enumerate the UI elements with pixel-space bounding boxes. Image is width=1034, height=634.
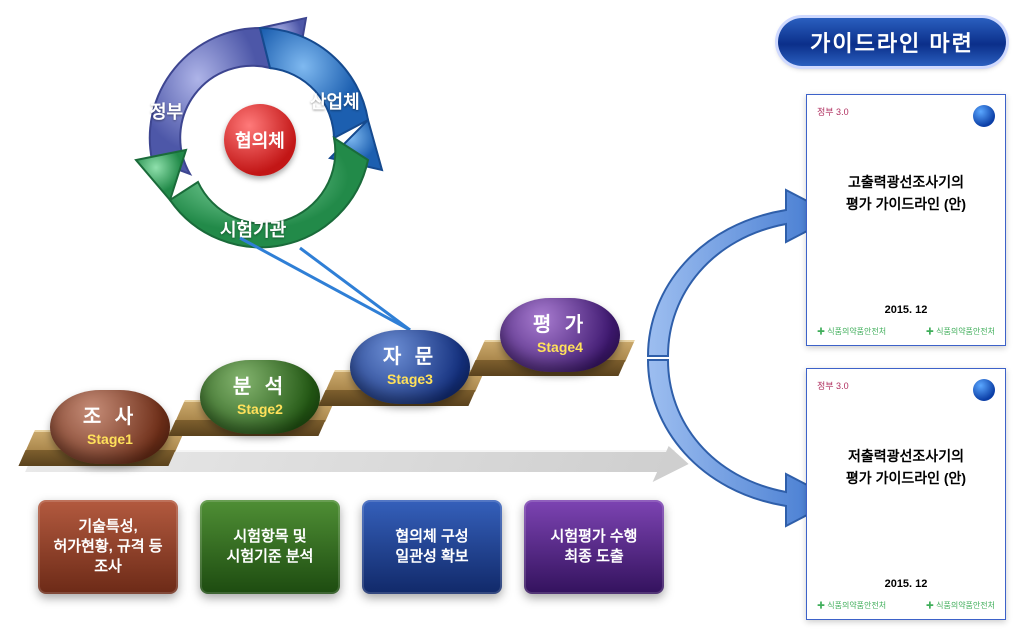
- cycle-label-industry: 산업체: [310, 88, 360, 114]
- doc-title-line2: 평가 가이드라인 (안): [817, 193, 995, 215]
- cycle-label-gov: 정부: [150, 98, 183, 124]
- output-doc-2: 정부 3.0 저출력광선조사기의 평가 가이드라인 (안) 2015. 12 식…: [806, 368, 1006, 620]
- doc-title-line1: 고출력광선조사기의: [817, 171, 995, 193]
- cycle-center-label: 협의체: [235, 127, 285, 153]
- stage-subtitle: Stage4: [500, 339, 620, 355]
- stage-title: 분 석: [200, 370, 320, 399]
- stage-subtitle: Stage2: [200, 401, 320, 417]
- desc-box-3: 협의체 구성 일관성 확보: [362, 500, 502, 594]
- doc-header-row: 정부 3.0: [817, 379, 995, 407]
- doc-header-row: 정부 3.0: [817, 105, 995, 133]
- stage-badge-2: 분 석 Stage2: [200, 360, 320, 434]
- doc-title-line2: 평가 가이드라인 (안): [817, 467, 995, 489]
- stage-subtitle: Stage3: [350, 371, 470, 387]
- doc-footer-left: 식품의약품안전처: [817, 326, 886, 337]
- doc-footer-left: 식품의약품안전처: [817, 600, 886, 611]
- doc-footer: 식품의약품안전처 식품의약품안전처: [817, 600, 995, 611]
- stage-badge-1: 조 사 Stage1: [50, 390, 170, 464]
- doc-title-line1: 저출력광선조사기의: [817, 445, 995, 467]
- doc-footer-right: 식품의약품안전처: [926, 326, 995, 337]
- cycle-center: 협의체: [224, 104, 296, 176]
- doc-ball-icon: [973, 379, 995, 401]
- desc-box-2: 시험항목 및 시험기준 분석: [200, 500, 340, 594]
- stage-title: 자 문: [350, 340, 470, 369]
- stage-title: 조 사: [50, 400, 170, 429]
- staircase: 조 사 Stage1 분 석 Stage2 자 문 Stage3 평 가 Stage4: [30, 290, 680, 490]
- description-row: 기술특성, 허가현황, 규격 등 조사시험항목 및 시험기준 분석협의체 구성 …: [38, 500, 664, 594]
- stage-badge-3: 자 문 Stage3: [350, 330, 470, 404]
- doc-small-logo: 정부 3.0: [817, 105, 849, 118]
- cycle-diagram: 정부 산업체 시험기관 협의체: [120, 10, 400, 270]
- header-pill: 가이드라인 마련: [778, 18, 1006, 66]
- desc-box-1: 기술특성, 허가현황, 규격 등 조사: [38, 500, 178, 594]
- doc-small-logo: 정부 3.0: [817, 379, 849, 392]
- doc-footer: 식품의약품안전처 식품의약품안전처: [817, 326, 995, 337]
- header-label: 가이드라인 마련: [810, 26, 974, 58]
- doc-footer-right: 식품의약품안전처: [926, 600, 995, 611]
- doc-title: 저출력광선조사기의 평가 가이드라인 (안): [817, 445, 995, 490]
- doc-ball-icon: [973, 105, 995, 127]
- doc-title: 고출력광선조사기의 평가 가이드라인 (안): [817, 171, 995, 216]
- doc-date: 2015. 12: [817, 578, 995, 590]
- stage-subtitle: Stage1: [50, 431, 170, 447]
- stage-badge-4: 평 가 Stage4: [500, 298, 620, 372]
- doc-date: 2015. 12: [817, 304, 995, 316]
- output-doc-1: 정부 3.0 고출력광선조사기의 평가 가이드라인 (안) 2015. 12 식…: [806, 94, 1006, 346]
- cycle-label-lab: 시험기관: [220, 216, 286, 242]
- stage-title: 평 가: [500, 308, 620, 337]
